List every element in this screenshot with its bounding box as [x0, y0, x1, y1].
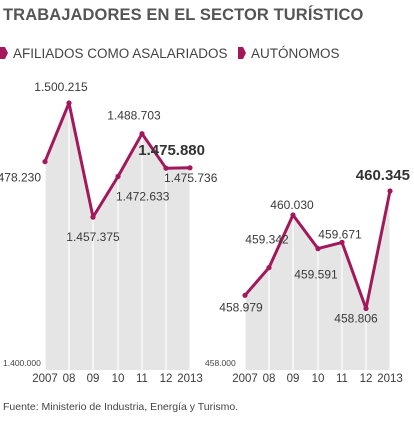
data-point: [387, 188, 393, 194]
data-point: [290, 212, 296, 218]
x-tick-label: 11: [336, 373, 348, 385]
legend-item-asalariados: AFILIADOS COMO ASALARIADOS: [0, 44, 228, 62]
source-note: Fuente: Ministerio de Industria, Energía…: [3, 401, 239, 413]
x-tick-label: 09: [87, 373, 100, 385]
data-point: [90, 214, 96, 220]
x-tick-label: 2013: [377, 373, 403, 385]
data-point: [266, 265, 272, 271]
data-label: 1.488.703: [107, 109, 161, 123]
data-label: 459.671: [318, 227, 362, 241]
x-tick-label: 12: [360, 373, 373, 385]
data-label: 458.979: [219, 300, 263, 314]
data-point: [187, 165, 193, 171]
arrow-marker-icon: [238, 47, 246, 59]
chart-title: TRABAJADORES EN EL SECTOR TURÍSTICO: [3, 6, 364, 24]
x-tick-label: 12: [160, 373, 173, 385]
data-point: [42, 159, 48, 165]
data-point: [315, 246, 321, 252]
data-label: 459.342: [245, 233, 289, 247]
x-tick-label: 08: [63, 373, 76, 385]
data-label: 458.806: [334, 312, 378, 326]
data-label: 459.591: [294, 268, 338, 282]
data-point: [339, 239, 345, 245]
legend-item-autonomos: AUTÓNOMOS: [238, 44, 340, 62]
data-label: 1.475.736: [164, 171, 218, 185]
data-label: 1.478.230: [0, 171, 41, 185]
x-tick-label: 2007: [232, 373, 258, 385]
data-point: [115, 173, 121, 180]
data-point: [242, 292, 248, 298]
data-label: 1.475.880: [138, 142, 205, 159]
data-point: [139, 131, 145, 137]
arrow-marker-icon: [0, 47, 8, 59]
legend-label-asalariados: AFILIADOS COMO ASALARIADOS: [13, 45, 228, 61]
data-label: 460.030: [270, 198, 314, 212]
baseline-label: 458.000: [205, 358, 236, 368]
legend-label-autonomos: AUTÓNOMOS: [251, 45, 340, 61]
x-tick-label: 08: [263, 373, 276, 385]
x-tick-label: 2013: [177, 373, 203, 385]
x-tick-label: 11: [136, 373, 148, 385]
x-tick-label: 2007: [32, 373, 58, 385]
data-label: 1.500.215: [34, 80, 88, 94]
data-point: [163, 165, 169, 171]
data-label: 1.457.375: [66, 230, 120, 244]
data-label: 1.472.633: [116, 190, 170, 204]
x-tick-label: 10: [312, 373, 325, 385]
x-tick-label: 10: [112, 373, 125, 385]
x-tick-label: 09: [287, 373, 300, 385]
data-label: 460.345: [356, 167, 410, 184]
data-point: [363, 305, 369, 312]
baseline-label: 1.400.000: [3, 358, 41, 368]
data-point: [66, 100, 72, 106]
